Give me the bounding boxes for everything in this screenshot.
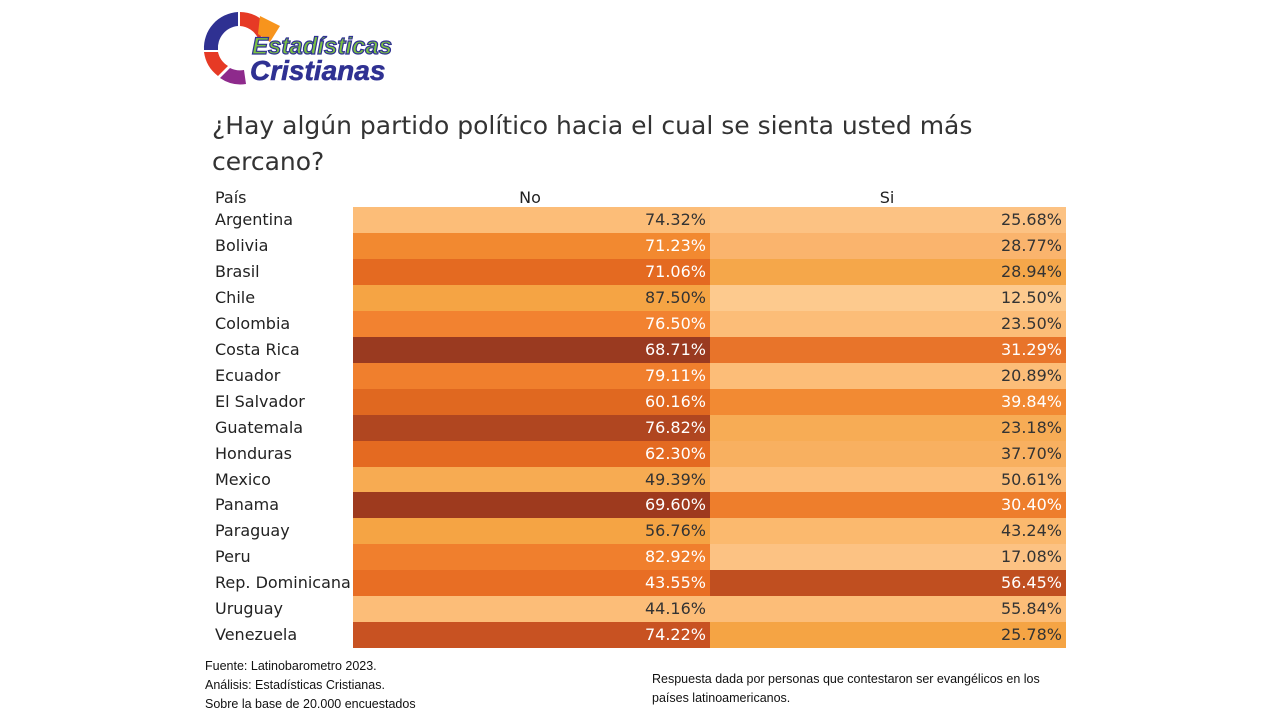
cell-si: 43.24% <box>710 518 1066 544</box>
country-label: Colombia <box>215 314 291 333</box>
cell-no: 71.06% <box>353 259 710 285</box>
cell-no: 71.23% <box>353 233 710 259</box>
cell-no: 82.92% <box>353 544 710 570</box>
country-label: Brasil <box>215 262 260 281</box>
cell-no: 69.60% <box>353 492 710 518</box>
cell-si: 37.70% <box>710 441 1066 467</box>
country-label: El Salvador <box>215 392 305 411</box>
estadisticas-cristianas-logo: Estadísticas Cristianas <box>203 12 393 86</box>
cell-no: 68.71% <box>353 337 710 363</box>
cell-si: 17.08% <box>710 544 1066 570</box>
chart-title: ¿Hay algún partido político hacia el cua… <box>212 111 973 176</box>
country-label: Costa Rica <box>215 340 300 359</box>
header-si: Si <box>879 188 895 207</box>
country-label: Paraguay <box>215 521 290 540</box>
footer-source: Fuente: Latinobarometro 2023. <box>205 659 377 673</box>
logo-line1: Estadísticas <box>252 33 392 60</box>
logo-line2: Cristianas <box>250 55 385 86</box>
cell-no: 49.39% <box>353 467 710 492</box>
country-label: Guatemala <box>215 418 304 437</box>
header-country: País <box>215 188 247 207</box>
cell-si: 39.84% <box>710 389 1066 415</box>
footer-note: Respuesta dada por personas que contesta… <box>652 672 1040 705</box>
cell-si: 25.78% <box>710 622 1066 648</box>
country-label: Peru <box>215 547 251 566</box>
cell-si: 50.61% <box>710 467 1066 492</box>
country-label: Panama <box>215 495 280 514</box>
cell-si: 28.77% <box>710 233 1066 259</box>
country-label: Venezuela <box>215 625 298 644</box>
country-label: Honduras <box>215 444 292 463</box>
cell-no: 43.55% <box>353 570 710 596</box>
footer-base: Sobre la base de 20.000 encuestados <box>205 697 416 711</box>
country-label: Chile <box>215 288 256 307</box>
cell-no: 79.11% <box>353 363 710 389</box>
country-label: Bolivia <box>215 236 269 255</box>
cell-si: 25.68% <box>710 207 1066 233</box>
cell-si: 30.40% <box>710 492 1066 518</box>
cell-no: 76.50% <box>353 311 710 337</box>
cell-si: 28.94% <box>710 259 1066 285</box>
cell-si: 23.18% <box>710 415 1066 441</box>
country-label: Rep. Dominicana <box>215 573 351 592</box>
cell-si: 56.45% <box>710 570 1066 596</box>
cell-no: 60.16% <box>353 389 710 415</box>
cell-si: 55.84% <box>710 596 1066 622</box>
cell-no: 74.22% <box>353 622 710 648</box>
header-no: No <box>519 188 541 207</box>
cell-no: 74.32% <box>353 207 710 233</box>
footer-analysis: Análisis: Estadísticas Cristianas. <box>205 678 385 692</box>
cell-si: 23.50% <box>710 311 1066 337</box>
cell-no: 56.76% <box>353 518 710 544</box>
cell-no: 62.30% <box>353 441 710 467</box>
cell-no: 76.82% <box>353 415 710 441</box>
country-label: Argentina <box>215 210 294 229</box>
logo-ring-icon <box>203 12 280 85</box>
country-label: Mexico <box>215 470 271 489</box>
cell-no: 87.50% <box>353 285 710 311</box>
cell-no: 44.16% <box>353 596 710 622</box>
cell-si: 12.50% <box>710 285 1066 311</box>
cell-si: 31.29% <box>710 337 1066 363</box>
country-label: Ecuador <box>215 366 281 385</box>
footer-source-block: Fuente: Latinobarometro 2023. Análisis: … <box>205 657 416 714</box>
cell-si: 20.89% <box>710 363 1066 389</box>
country-label: Uruguay <box>215 599 283 618</box>
